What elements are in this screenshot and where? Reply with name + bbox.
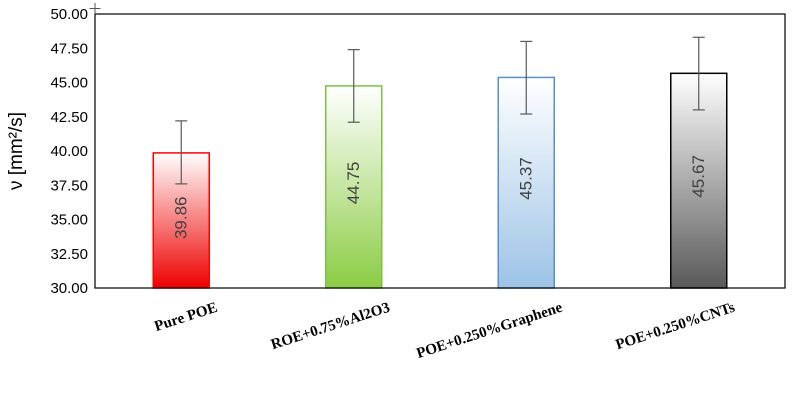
x-axis-ticks: Pure POE ROE+0.75%Al2O3 POE+0.250%Graphene… <box>153 300 738 362</box>
data-label: 45.67 <box>689 155 708 198</box>
y-tick-label: 35.00 <box>50 212 88 229</box>
x-tick-label: ROE+0.75%Al2O3 <box>269 300 392 354</box>
y-axis-label: ν [mm²/s] <box>6 112 27 190</box>
data-label: 45.37 <box>517 157 536 200</box>
y-tick-label: 37.50 <box>50 177 88 194</box>
plot-area-frame <box>94 13 786 289</box>
y-tick-label: 30.00 <box>50 280 88 297</box>
y-tick-label: 42.50 <box>50 109 88 126</box>
data-label: 39.86 <box>172 196 191 239</box>
y-tick-label: 50.00 <box>50 6 88 23</box>
error-bars-layer <box>175 36 705 185</box>
x-tick-label: POE+0.250%CNTs <box>614 300 737 354</box>
y-tick-label: 32.50 <box>50 246 88 263</box>
y-tick-label: 47.50 <box>50 40 88 57</box>
y-tick-label: 40.00 <box>50 143 88 160</box>
x-tick-label: POE+0.250%Graphene <box>415 300 565 362</box>
move-handle-icon <box>89 3 101 14</box>
data-labels-layer: 39.86 44.75 45.37 45.67 <box>172 155 709 239</box>
y-tick-label: 45.00 <box>50 75 88 92</box>
bar <box>670 72 728 289</box>
bars-layer <box>152 72 728 289</box>
x-tick-label: Pure POE <box>153 300 220 335</box>
data-label: 44.75 <box>344 162 363 205</box>
y-axis-ticks: 30.00 32.50 35.00 37.50 40.00 42.50 45.00 47.50… <box>50 6 88 297</box>
